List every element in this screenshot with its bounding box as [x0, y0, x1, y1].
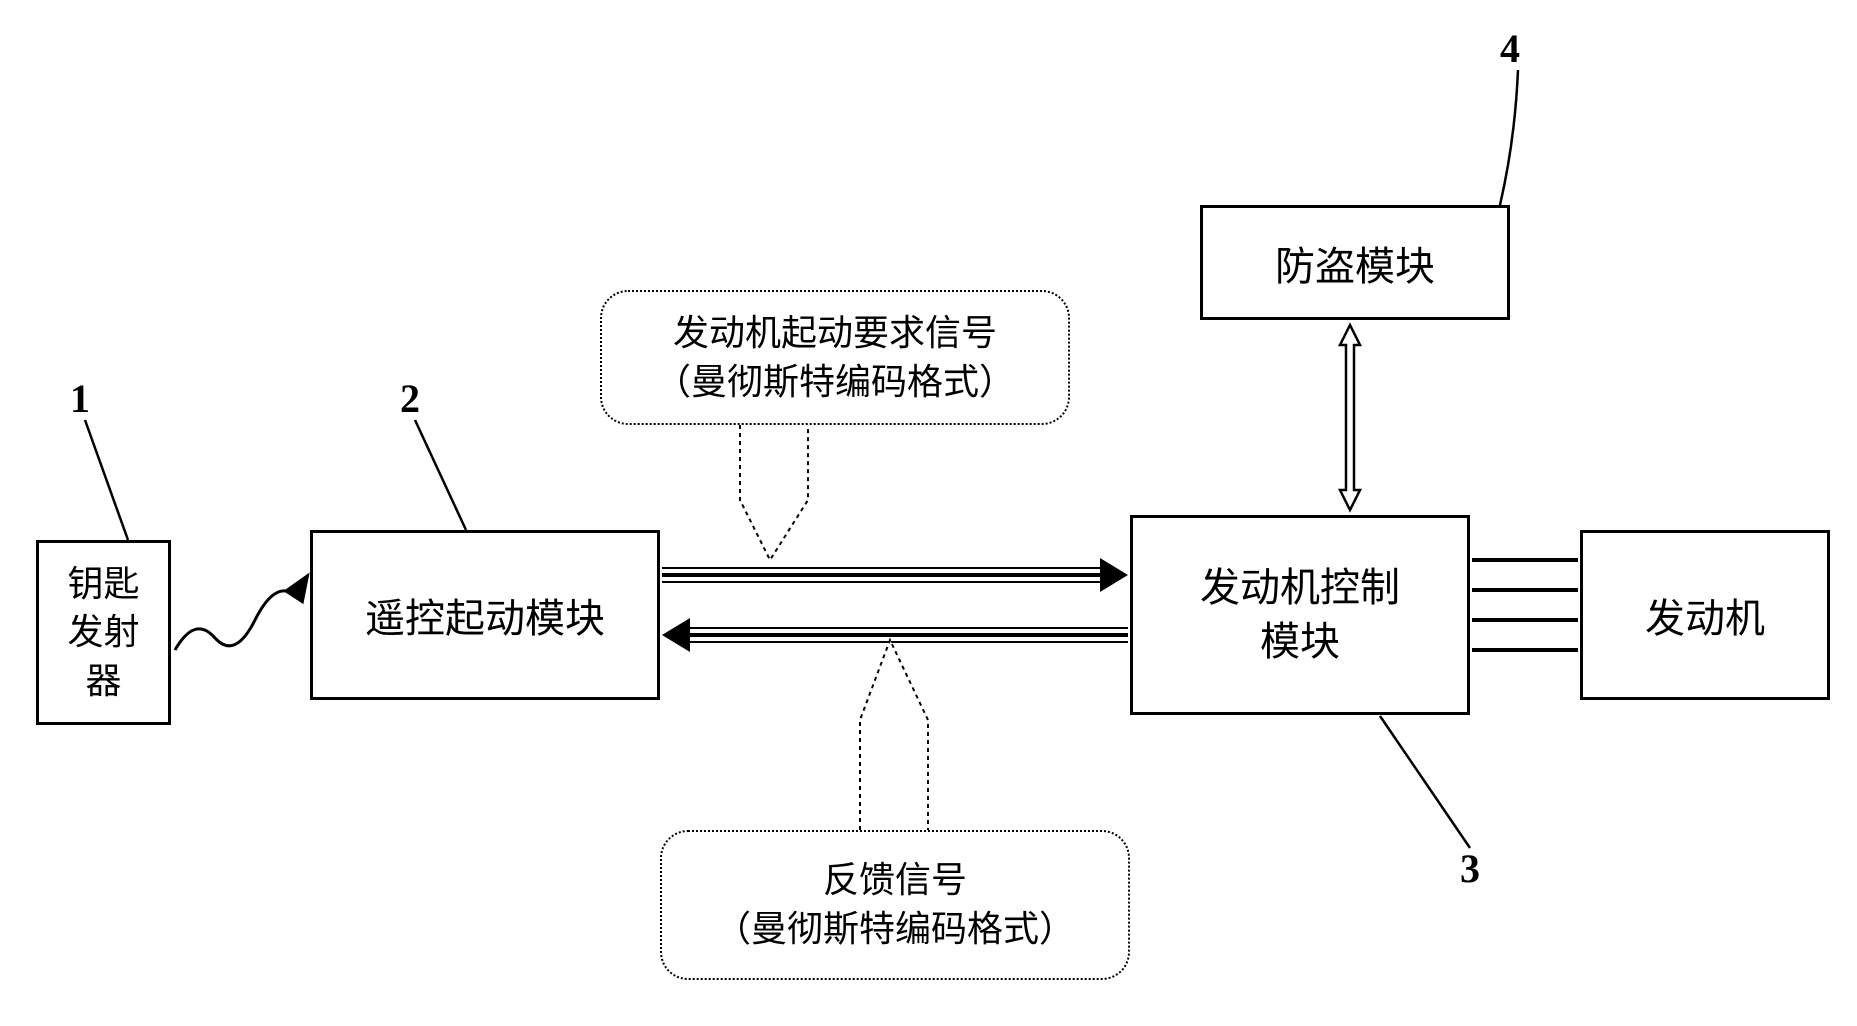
wireless-wave	[175, 575, 308, 650]
back-arrow-head	[662, 618, 690, 652]
key-transmitter-box: 钥匙 发射 器	[36, 540, 171, 725]
leader-3	[1380, 716, 1470, 848]
number-3: 3	[1460, 845, 1480, 892]
feedback-callout-pointer	[860, 640, 928, 830]
antitheft-box: 防盗模块	[1200, 205, 1510, 320]
number-2: 2	[400, 375, 420, 422]
start-signal-line2: （曼彻斯特编码格式）	[655, 358, 1015, 407]
engine-label: 发动机	[1645, 586, 1765, 644]
leader-2	[415, 420, 466, 530]
antitheft-label: 防盗模块	[1275, 234, 1435, 292]
feedback-line1: 反馈信号	[823, 856, 967, 905]
remote-start-label: 遥控起动模块	[365, 586, 605, 644]
number-4: 4	[1500, 25, 1520, 72]
start-callout-pointer	[740, 425, 808, 560]
engine-control-label-1: 发动机控制	[1200, 561, 1400, 615]
start-signal-callout: 发动机起动要求信号 （曼彻斯特编码格式）	[600, 290, 1070, 425]
key-transmitter-label-2: 发射	[67, 608, 139, 657]
remote-start-box: 遥控起动模块	[310, 530, 660, 700]
leader-4	[1500, 70, 1518, 205]
start-signal-line1: 发动机起动要求信号	[673, 309, 997, 358]
antitheft-link	[1340, 325, 1360, 510]
leader-1	[85, 420, 128, 540]
engine-control-label-2: 模块	[1260, 615, 1340, 669]
key-transmitter-label-1: 钥匙	[67, 560, 139, 609]
forward-arrow-head	[1100, 558, 1128, 592]
feedback-callout: 反馈信号 （曼彻斯特编码格式）	[660, 830, 1130, 980]
feedback-line2: （曼彻斯特编码格式）	[715, 905, 1075, 954]
engine-control-box: 发动机控制 模块	[1130, 515, 1470, 715]
engine-box: 发动机	[1580, 530, 1830, 700]
key-transmitter-label-3: 器	[85, 657, 121, 706]
number-1: 1	[70, 375, 90, 422]
